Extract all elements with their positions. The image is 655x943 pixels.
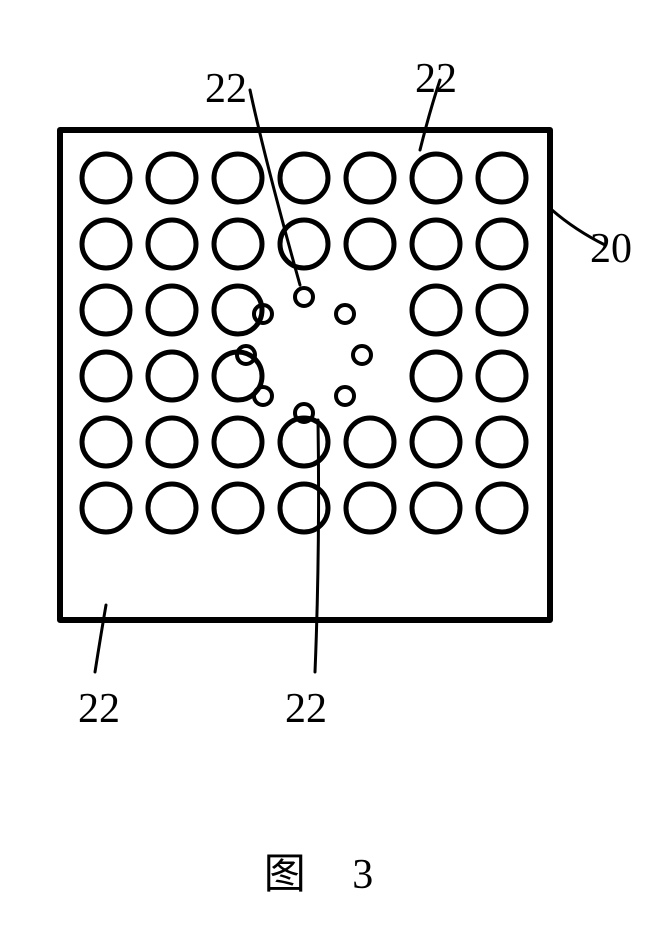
hole-large bbox=[478, 352, 526, 400]
hole-large bbox=[346, 220, 394, 268]
hole-small bbox=[336, 305, 354, 323]
hole-large bbox=[214, 418, 262, 466]
hole-large bbox=[412, 418, 460, 466]
hole-large bbox=[148, 418, 196, 466]
hole-large bbox=[82, 154, 130, 202]
hole-large bbox=[412, 220, 460, 268]
ref-label-22-3: 22 bbox=[78, 685, 120, 733]
hole-large bbox=[148, 220, 196, 268]
hole-large bbox=[412, 352, 460, 400]
hole-large bbox=[478, 418, 526, 466]
hole-large bbox=[82, 286, 130, 334]
hole-large bbox=[214, 484, 262, 532]
hole-small bbox=[295, 288, 313, 306]
hole-large bbox=[148, 286, 196, 334]
hole-large bbox=[412, 154, 460, 202]
ref-label-22-1: 22 bbox=[415, 55, 457, 103]
hole-large bbox=[214, 220, 262, 268]
hole-large bbox=[478, 484, 526, 532]
ref-label-22-4: 22 bbox=[285, 685, 327, 733]
ref-label-22-0: 22 bbox=[205, 65, 247, 113]
hole-large bbox=[346, 484, 394, 532]
hole-large bbox=[82, 352, 130, 400]
hole-small bbox=[353, 346, 371, 364]
leader-line bbox=[95, 605, 106, 672]
diagram-svg bbox=[0, 0, 655, 943]
hole-large bbox=[412, 286, 460, 334]
hole-large bbox=[478, 286, 526, 334]
figure-caption: 图 3 bbox=[0, 840, 655, 901]
hole-large bbox=[412, 484, 460, 532]
hole-large bbox=[346, 418, 394, 466]
leader-line bbox=[315, 420, 319, 672]
hole-large bbox=[148, 352, 196, 400]
hole-large bbox=[478, 154, 526, 202]
hole-large bbox=[478, 220, 526, 268]
hole-large bbox=[82, 418, 130, 466]
hole-small bbox=[254, 387, 272, 405]
ref-label-20-2: 20 bbox=[590, 225, 632, 273]
hole-large bbox=[280, 418, 328, 466]
hole-large bbox=[148, 484, 196, 532]
hole-large bbox=[82, 484, 130, 532]
hole-large bbox=[82, 220, 130, 268]
diagram-stage: 图 3 22 22 20 22 22 bbox=[0, 0, 655, 943]
hole-large bbox=[280, 154, 328, 202]
hole-large bbox=[214, 154, 262, 202]
hole-large bbox=[148, 154, 196, 202]
hole-small bbox=[336, 387, 354, 405]
hole-large bbox=[346, 154, 394, 202]
hole-large bbox=[280, 484, 328, 532]
